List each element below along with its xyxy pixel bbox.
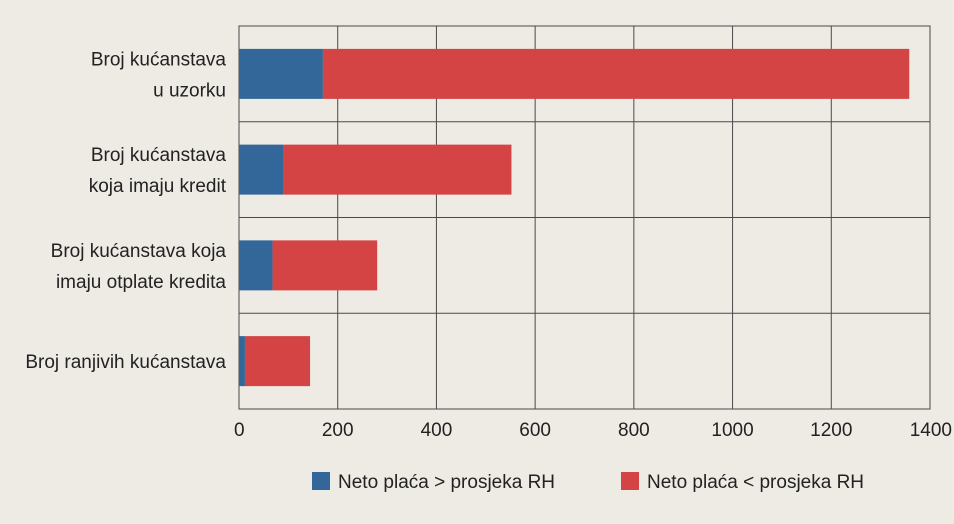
category-label: Broj kućanstava koja imaju otplate kredit… xyxy=(51,241,227,293)
category-label-line: Broj kućanstava xyxy=(91,145,227,166)
legend: Neto plaća > prosjeka RH Neto plaća < pro… xyxy=(312,472,864,493)
bar-segment-below-average xyxy=(272,240,378,291)
x-tick-label: 1400 xyxy=(910,420,952,441)
bar-segment-above-average xyxy=(239,336,245,387)
legend-swatch xyxy=(621,472,639,490)
x-tick-label: 400 xyxy=(421,420,453,441)
legend-label: Neto plaća > prosjeka RH xyxy=(338,472,555,493)
x-tick-label: 200 xyxy=(322,420,354,441)
category-label-line: Broj kućanstava xyxy=(91,49,227,70)
bar-segment-above-average xyxy=(239,48,323,99)
bar-segment-below-average xyxy=(283,144,512,195)
x-tick-label: 1200 xyxy=(810,420,852,441)
category-label-line: u uzorku xyxy=(153,80,226,101)
plot-frame xyxy=(238,25,931,410)
category-label-line: Broj ranjivih kućanstava xyxy=(25,352,226,373)
bars xyxy=(239,48,910,387)
bar-segment-below-average xyxy=(322,48,910,99)
bar-segment-below-average xyxy=(244,336,311,387)
category-label: Broj kućanstava u uzorku xyxy=(91,49,227,101)
category-labels: Broj kućanstava u uzorku Broj kućanstava ko… xyxy=(25,49,226,373)
category-label-line: koja imaju kredit xyxy=(89,176,227,197)
bar-segment-above-average xyxy=(239,144,284,195)
bar-segment-above-average xyxy=(239,240,273,291)
x-tick-label: 600 xyxy=(519,420,551,441)
category-label-line: Broj kućanstava koja xyxy=(51,241,227,262)
category-label: Broj kućanstava koja imaju kredit xyxy=(89,145,227,197)
x-tick-label: 0 xyxy=(234,420,245,441)
category-label-line: imaju otplate kredita xyxy=(56,272,226,293)
x-axis-ticks: 0 200 400 600 800 1000 1200 1400 xyxy=(234,420,952,441)
category-label: Broj ranjivih kućanstava xyxy=(25,352,226,373)
x-tick-label: 1000 xyxy=(711,420,753,441)
x-tick-label: 800 xyxy=(618,420,650,441)
legend-label: Neto plaća < prosjeka RH xyxy=(647,472,864,493)
legend-swatch xyxy=(312,472,330,490)
